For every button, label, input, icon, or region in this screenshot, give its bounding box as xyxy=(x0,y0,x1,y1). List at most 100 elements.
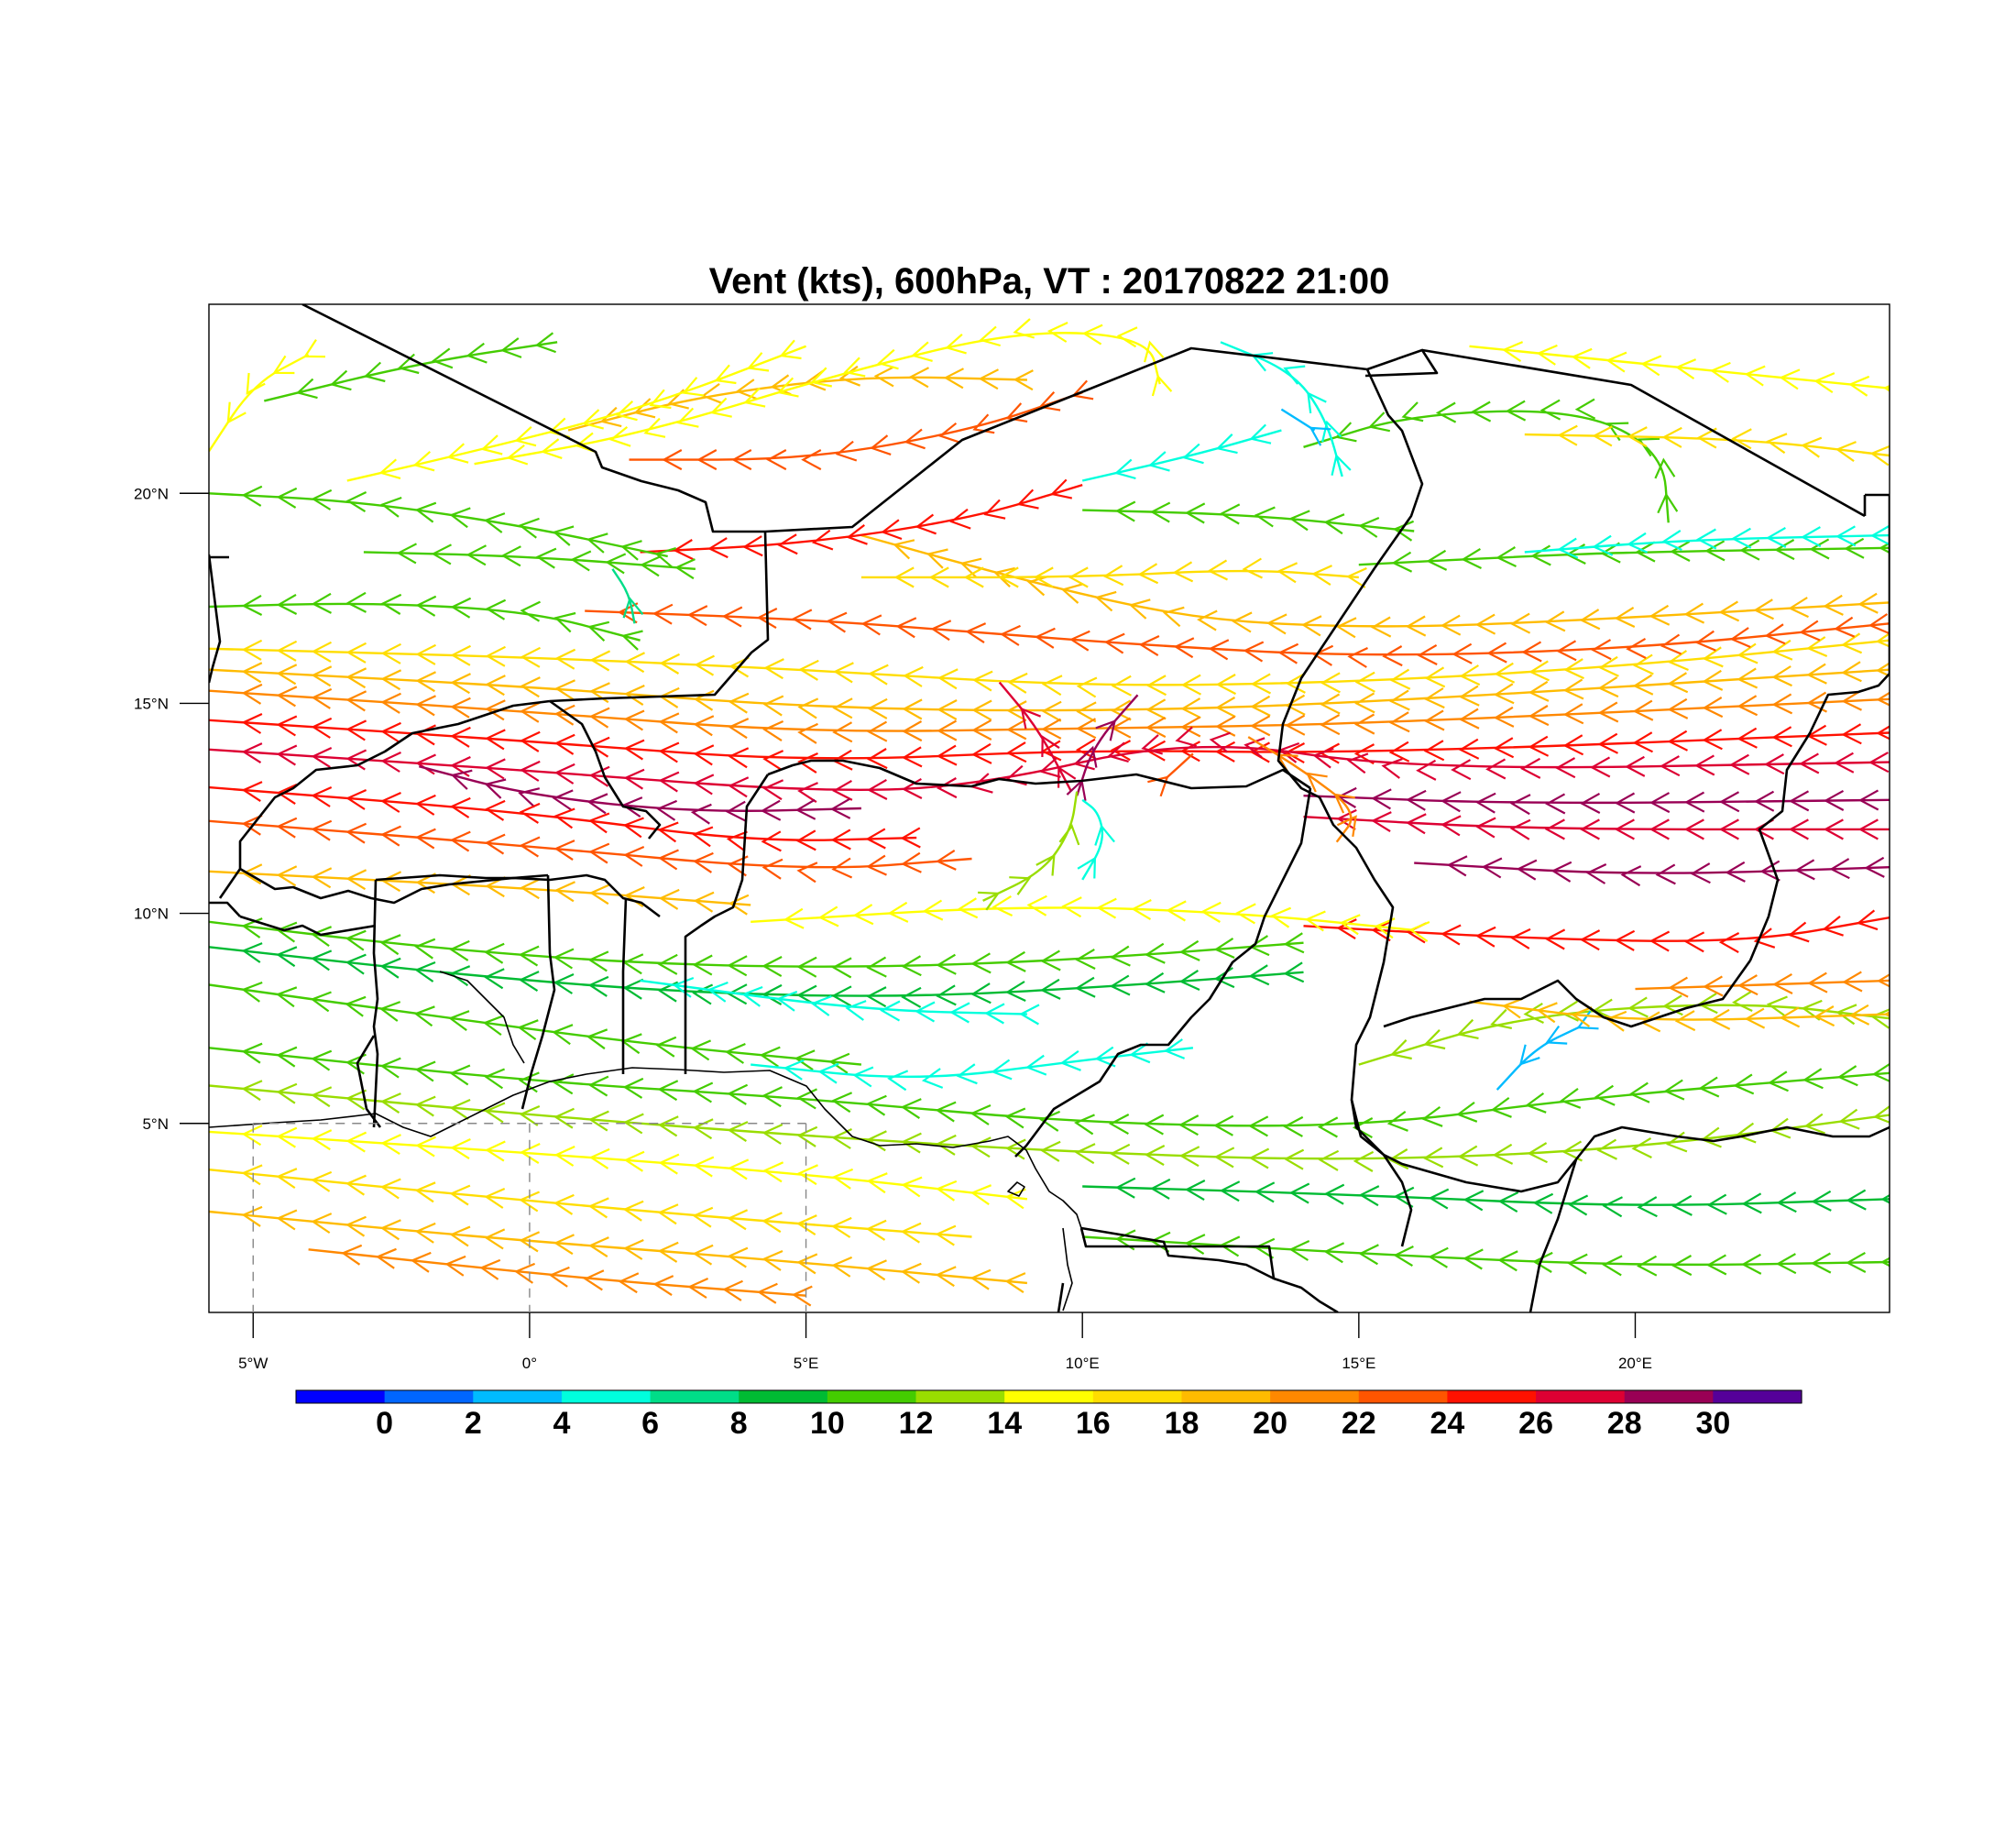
wind-barb xyxy=(965,622,987,644)
wind-barb xyxy=(1041,675,1063,697)
wind-barb xyxy=(1358,516,1380,538)
wind-barb xyxy=(276,664,298,686)
wind-barb xyxy=(1149,1178,1171,1200)
wind-barb xyxy=(1452,642,1473,664)
wind-barb xyxy=(797,1164,818,1186)
streamline-path xyxy=(209,689,1890,732)
wind-barb xyxy=(1178,969,1200,992)
wind-barb xyxy=(589,650,611,672)
wind-barb xyxy=(1614,818,1635,840)
wind-barb xyxy=(1632,674,1654,696)
wind-barb xyxy=(1706,1193,1727,1215)
wind-barb xyxy=(345,667,367,689)
streamline-path xyxy=(346,345,807,482)
wind-barb xyxy=(1788,818,1809,840)
wind-barb xyxy=(449,796,471,818)
wind-barb xyxy=(1753,598,1774,620)
streamline-path xyxy=(751,906,1415,932)
wind-barb xyxy=(877,348,899,370)
wind-barb xyxy=(1441,924,1462,946)
colorbar-frame xyxy=(295,1389,1802,1404)
wind-barb xyxy=(1654,457,1676,479)
wind-barb xyxy=(692,1244,714,1266)
wind-barb xyxy=(1518,1044,1540,1066)
streamline xyxy=(860,533,1890,639)
wind-barb xyxy=(674,558,696,580)
wind-barb xyxy=(830,829,851,851)
wind-barb xyxy=(1741,1192,1762,1214)
wind-barb xyxy=(414,1181,436,1203)
wind-barb xyxy=(1580,792,1601,814)
streamline-path xyxy=(567,376,1027,432)
streamline-path xyxy=(611,568,636,624)
wind-barb xyxy=(1214,741,1236,763)
wind-barb xyxy=(1162,606,1185,628)
wind-barb xyxy=(692,1118,714,1140)
colorbar-label: 20 xyxy=(1253,1406,1287,1441)
border-libya-chad xyxy=(1365,368,1424,569)
wind-barb xyxy=(1523,1002,1544,1024)
wind-barb xyxy=(1207,559,1228,581)
wind-barb xyxy=(779,339,802,360)
wind-barb xyxy=(1571,1006,1593,1027)
wind-barb xyxy=(1776,1191,1797,1213)
wind-barb xyxy=(276,986,298,1008)
streamline xyxy=(209,338,326,453)
wind-barb xyxy=(345,995,367,1017)
wind-barb xyxy=(410,1251,432,1273)
wind-barb xyxy=(1172,561,1194,583)
wind-barb xyxy=(1209,731,1231,753)
wind-barb xyxy=(514,425,537,447)
wind-barb xyxy=(817,1062,839,1084)
wind-barb xyxy=(379,1092,401,1114)
wind-barb xyxy=(1709,1008,1731,1030)
wind-barb xyxy=(937,422,960,444)
streamline xyxy=(474,318,1173,466)
wind-barb xyxy=(310,991,332,1013)
wind-barb xyxy=(1579,609,1601,631)
wind-barb xyxy=(1368,412,1391,433)
wind-barb xyxy=(1856,909,1879,931)
wind-barb xyxy=(1871,1062,1890,1082)
wind-barb xyxy=(658,1153,680,1175)
wind-barb xyxy=(761,956,783,978)
streamline-path xyxy=(308,1248,806,1297)
wind-barb xyxy=(1320,714,1341,736)
wind-barb xyxy=(1058,824,1080,846)
wind-barb xyxy=(1184,502,1206,524)
wind-barb xyxy=(1389,668,1411,690)
wind-barb xyxy=(829,797,851,819)
streamline xyxy=(1280,408,1331,446)
wind-barb xyxy=(831,1256,853,1278)
colorbar-label: 6 xyxy=(641,1406,659,1441)
streamline xyxy=(1082,1177,1890,1218)
x-tick-label: 0° xyxy=(522,1355,537,1372)
wind-barb xyxy=(1649,792,1671,814)
streamline-path xyxy=(209,1084,1890,1160)
wind-barb xyxy=(993,566,1015,587)
wind-barb xyxy=(1649,930,1671,952)
wind-barb xyxy=(1250,695,1271,717)
wind-barb xyxy=(1835,1004,1857,1026)
wind-barb xyxy=(450,597,472,619)
wind-barb xyxy=(1806,636,1828,658)
wind-barb xyxy=(241,1205,263,1227)
streamline xyxy=(1082,1229,1890,1277)
wind-barb xyxy=(1283,1115,1304,1137)
wind-barb xyxy=(226,401,247,424)
wind-barb xyxy=(1718,932,1740,954)
wind-barb xyxy=(345,822,367,844)
wind-barb xyxy=(345,690,367,712)
streamline-path xyxy=(209,1047,1890,1127)
wind-barb xyxy=(970,982,992,1004)
wind-barb xyxy=(1557,424,1578,446)
wind-barb xyxy=(1060,583,1083,604)
wind-barb xyxy=(1528,735,1550,757)
wind-barb xyxy=(1596,1138,1617,1160)
streamline xyxy=(640,478,1083,561)
wind-barb xyxy=(1417,643,1438,665)
wind-barb xyxy=(241,1042,263,1064)
streamline-path xyxy=(1082,1185,1890,1206)
streamline xyxy=(751,895,1430,942)
colorbar-swatch xyxy=(739,1390,828,1403)
